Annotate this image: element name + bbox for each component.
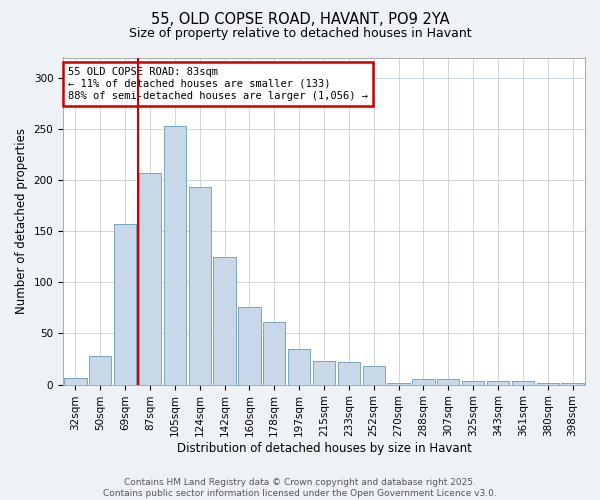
Bar: [288, 349, 310, 384]
Y-axis label: Number of detached properties: Number of detached properties: [15, 128, 28, 314]
Bar: [362, 366, 385, 384]
Bar: [536, 382, 559, 384]
Bar: [139, 173, 161, 384]
X-axis label: Distribution of detached houses by size in Havant: Distribution of detached houses by size …: [176, 442, 472, 455]
Bar: [164, 126, 186, 384]
Bar: [338, 362, 360, 384]
Bar: [263, 322, 286, 384]
Text: Contains HM Land Registry data © Crown copyright and database right 2025.
Contai: Contains HM Land Registry data © Crown c…: [103, 478, 497, 498]
Bar: [562, 382, 584, 384]
Bar: [462, 380, 484, 384]
Bar: [188, 188, 211, 384]
Bar: [512, 380, 534, 384]
Text: 55, OLD COPSE ROAD, HAVANT, PO9 2YA: 55, OLD COPSE ROAD, HAVANT, PO9 2YA: [151, 12, 449, 28]
Bar: [313, 361, 335, 384]
Bar: [64, 378, 86, 384]
Bar: [388, 382, 410, 384]
Bar: [412, 380, 434, 384]
Text: Size of property relative to detached houses in Havant: Size of property relative to detached ho…: [128, 28, 472, 40]
Bar: [114, 224, 136, 384]
Bar: [89, 356, 112, 384]
Bar: [437, 380, 460, 384]
Bar: [214, 257, 236, 384]
Text: 55 OLD COPSE ROAD: 83sqm
← 11% of detached houses are smaller (133)
88% of semi-: 55 OLD COPSE ROAD: 83sqm ← 11% of detach…: [68, 68, 368, 100]
Bar: [238, 307, 260, 384]
Bar: [487, 380, 509, 384]
